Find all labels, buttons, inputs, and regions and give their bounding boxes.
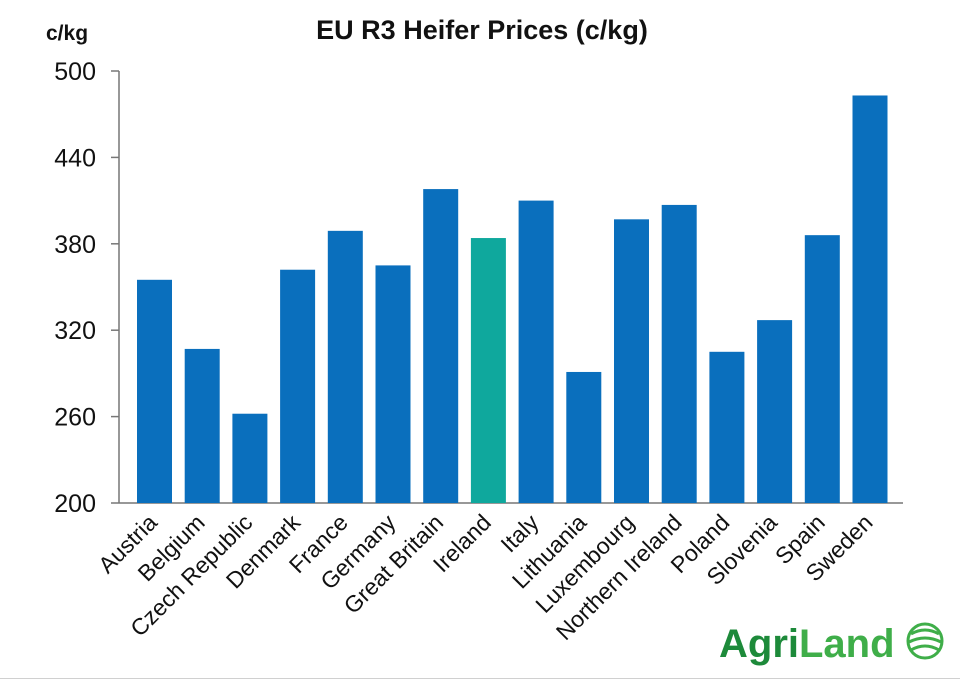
logo-text-agri: Agri <box>719 622 799 666</box>
bar-luxembourg <box>614 219 649 503</box>
chart-title: EU R3 Heifer Prices (c/kg) <box>316 15 648 45</box>
bar-denmark <box>280 269 316 503</box>
bar-northern-ireland <box>661 204 697 504</box>
y-tick-label: 260 <box>54 404 96 432</box>
footer-divider <box>0 678 960 679</box>
bar-italy <box>518 200 554 503</box>
bars <box>137 95 888 504</box>
y-tick-label: 200 <box>54 490 96 518</box>
y-tick-label: 440 <box>54 144 96 172</box>
bar-spain <box>804 235 840 503</box>
y-axis-ticks: 200 260 320 380 440 500 <box>54 58 119 518</box>
bar-belgium <box>184 348 220 503</box>
bar-germany <box>375 265 411 503</box>
y-axis-unit-label: c/kg <box>46 22 88 45</box>
y-tick-label: 320 <box>54 317 96 345</box>
y-tick-label: 380 <box>54 231 96 259</box>
agriland-logo: AgriLand <box>719 622 944 666</box>
bar-poland <box>709 351 745 503</box>
bar-slovenia <box>757 320 793 503</box>
bar-ireland <box>470 238 506 504</box>
logo-text-land: Land <box>799 622 895 666</box>
bar-czech-republic <box>232 413 268 503</box>
svg-text:AgriLand: AgriLand <box>719 622 895 666</box>
bar-austria <box>137 279 172 503</box>
bar-great-britain <box>423 189 459 503</box>
bar-lithuania <box>566 371 602 503</box>
y-tick-label: 500 <box>54 58 96 86</box>
wheat-globe-icon <box>906 622 944 660</box>
bar-france <box>327 230 363 503</box>
bar-sweden <box>852 95 888 503</box>
